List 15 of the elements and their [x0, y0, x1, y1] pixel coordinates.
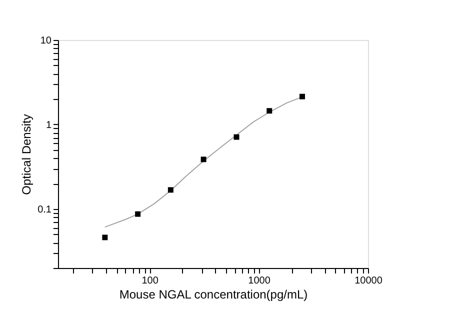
point — [135, 211, 141, 217]
point — [266, 108, 272, 114]
y-tick-label: 0.1 — [38, 204, 52, 216]
x-tick-label: 1000 — [248, 276, 271, 286]
point — [300, 94, 305, 100]
point — [168, 187, 174, 193]
point — [200, 156, 206, 162]
x-tick-label: 100 — [142, 276, 159, 286]
point — [102, 234, 108, 240]
x-tick-label: 10000 — [354, 276, 383, 286]
y-tick-label: 10 — [40, 36, 52, 46]
point — [234, 134, 240, 140]
y-axis-title: Optical Density — [20, 114, 34, 195]
x-axis-title: Mouse NGAL concentration(pg/mL) — [119, 288, 308, 302]
y-tick-label: 1 — [46, 120, 52, 131]
